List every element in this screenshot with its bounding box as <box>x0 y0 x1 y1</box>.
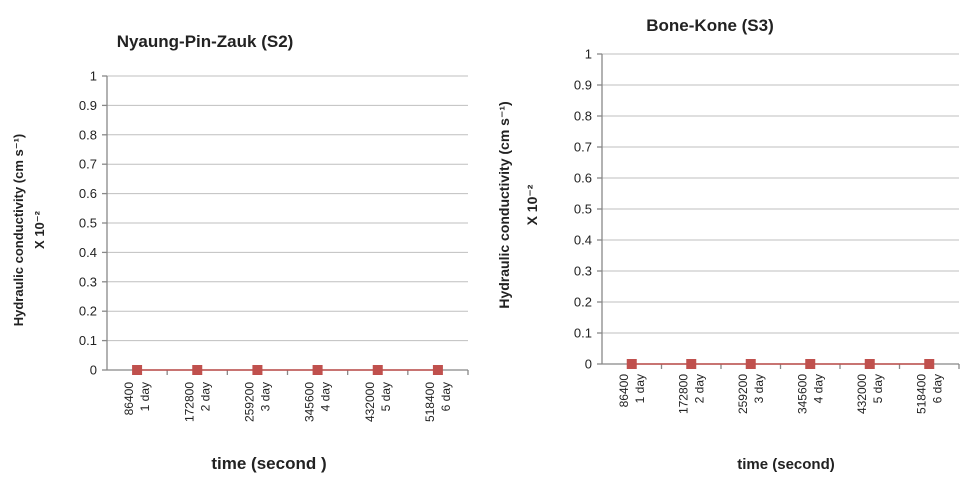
y-tick-label: 0.6 <box>79 186 97 201</box>
y-tick-label: 1 <box>585 47 592 62</box>
x-tick-label-seconds: 432000 <box>363 382 377 422</box>
y-tick-label: 0 <box>90 363 97 378</box>
x-tick-label-seconds: 432000 <box>855 374 869 414</box>
chart-bone-kone: Bone-Kone (S3) 0 0.1 0.2 0.3 0.4 0.5 0.6 0.7 0.8 0… <box>485 0 969 483</box>
data-point <box>312 365 323 375</box>
data-point <box>432 365 443 375</box>
x-axis-title: time (second ) <box>211 454 326 473</box>
data-point <box>924 359 935 369</box>
x-tick-label-day: 5 day <box>379 382 393 411</box>
y-axis-title-multiplier: X 10⁻² <box>32 210 47 249</box>
x-tick-label-seconds: 86400 <box>617 374 631 408</box>
y-tick-label: 0.3 <box>574 264 592 279</box>
x-tick-label-day: 2 day <box>692 374 706 403</box>
x-tick-label-seconds: 518400 <box>914 374 928 414</box>
x-tick-label-day: 2 day <box>198 382 212 411</box>
chart-svg-right: Bone-Kone (S3) 0 0.1 0.2 0.3 0.4 0.5 0.6 0.7 0.8 0… <box>496 16 960 473</box>
data-point <box>745 359 756 369</box>
x-tick-label-seconds: 172800 <box>182 382 196 422</box>
y-tick-label: 0.4 <box>574 233 592 248</box>
y-tick-label: 0.8 <box>574 109 592 124</box>
x-tick-label-day: 3 day <box>258 382 272 411</box>
data-point <box>686 359 697 369</box>
data-point <box>132 365 143 375</box>
y-tick-label: 0.2 <box>574 295 592 310</box>
x-tick-label-day: 6 day <box>930 374 944 403</box>
y-tick-label: 0.1 <box>574 326 592 341</box>
y-tick-label: 0.9 <box>574 78 592 93</box>
x-tick-label-day: 3 day <box>752 374 766 403</box>
y-tick-label: 0.2 <box>79 304 97 319</box>
y-tick-label: 0.7 <box>79 157 97 172</box>
x-tick-label-seconds: 345600 <box>303 382 317 422</box>
x-tick-label-seconds: 86400 <box>122 382 136 416</box>
x-tick-label-seconds: 345600 <box>795 374 809 414</box>
y-tick-label: 0.4 <box>79 245 97 260</box>
x-tick-label-seconds: 259200 <box>242 382 256 422</box>
x-tick-label-day: 4 day <box>811 374 825 403</box>
x-tick-label-day: 6 day <box>439 382 453 411</box>
y-tick-label: 0.5 <box>79 216 97 231</box>
y-axis-title-multiplier: X 10⁻² <box>524 184 540 225</box>
data-point <box>626 359 637 369</box>
y-tick-label: 0.7 <box>574 140 592 155</box>
x-tick-label-day: 4 day <box>319 382 333 411</box>
chart-nyaung-pin-zauk: Nyaung-Pin-Zauk (S2) 0 0.1 0.2 0.3 0.4 0.5 0.6 0… <box>11 32 469 473</box>
data-point <box>864 359 875 369</box>
y-tick-label: 0.6 <box>574 171 592 186</box>
chart-svg-left: Nyaung-Pin-Zauk (S2) 0 0.1 0.2 0.3 0.4 0.5 0.6 0… <box>11 32 469 473</box>
y-tick-label: 0 <box>585 357 592 372</box>
y-tick-label: 0.3 <box>79 274 97 289</box>
y-tick-label: 0.8 <box>79 127 97 142</box>
x-tick-label-day: 1 day <box>138 382 152 411</box>
data-point <box>805 359 816 369</box>
x-tick-label-day: 1 day <box>633 374 647 403</box>
x-tick-label-day: 5 day <box>871 374 885 403</box>
data-point <box>192 365 203 375</box>
x-tick-label-seconds: 172800 <box>676 374 690 414</box>
chart-title: Bone-Kone (S3) <box>646 16 774 35</box>
chart-title: Nyaung-Pin-Zauk (S2) <box>117 32 294 51</box>
x-tick-label-seconds: 518400 <box>423 382 437 422</box>
y-axis-title: Hydraulic conductivity (cm s⁻¹) <box>11 134 26 327</box>
data-point <box>252 365 263 375</box>
y-axis-title: Hydraulic conductivity (cm s⁻¹) <box>496 101 512 308</box>
y-tick-label: 0.1 <box>79 333 97 348</box>
y-tick-label: 0.5 <box>574 202 592 217</box>
x-axis-title: time (second) <box>737 456 835 473</box>
y-tick-label: 1 <box>90 69 97 84</box>
y-tick-label: 0.9 <box>79 98 97 113</box>
data-point <box>372 365 383 375</box>
x-tick-label-seconds: 259200 <box>736 374 750 414</box>
